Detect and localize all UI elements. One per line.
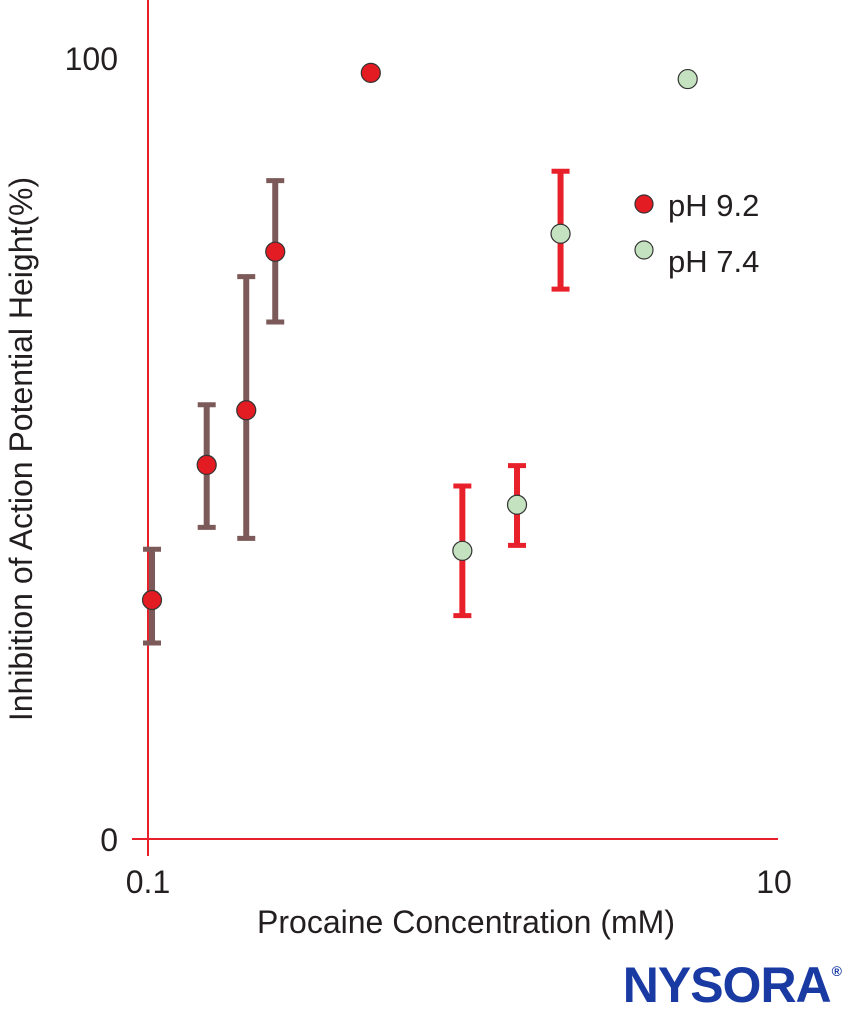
nysora-logo: NYSORA® (622, 957, 842, 1013)
x-tick-label: 10 (756, 864, 792, 900)
axes (132, 0, 778, 856)
legend: pH 9.2 pH 7.4 (634, 188, 759, 279)
brand-name: NYSORA (622, 957, 832, 1013)
data-point (141, 589, 163, 611)
legend-marker-ph92 (634, 194, 654, 214)
x-axis-title: Procaine Concentration (mM) (257, 904, 675, 940)
data-point (452, 540, 473, 561)
registered-mark: ® (831, 963, 842, 979)
data-point (236, 400, 257, 421)
data-point (506, 494, 528, 515)
data-point (360, 62, 381, 83)
data-point (196, 454, 217, 476)
x-tick-label: 0.1 (126, 864, 170, 900)
y-tick-label: 0 (100, 822, 118, 858)
data-point (550, 223, 571, 244)
data-markers (141, 62, 698, 611)
legend-label-ph92: pH 9.2 (668, 188, 759, 223)
legend-label-ph74: pH 7.4 (668, 244, 759, 279)
error-bars (143, 168, 570, 646)
y-axis-title: Inhibition of Action Potential Height(%) (3, 177, 39, 721)
y-tick-label: 100 (65, 41, 118, 77)
data-point (265, 241, 286, 262)
legend-marker-ph74 (634, 240, 654, 260)
data-point (677, 68, 698, 90)
